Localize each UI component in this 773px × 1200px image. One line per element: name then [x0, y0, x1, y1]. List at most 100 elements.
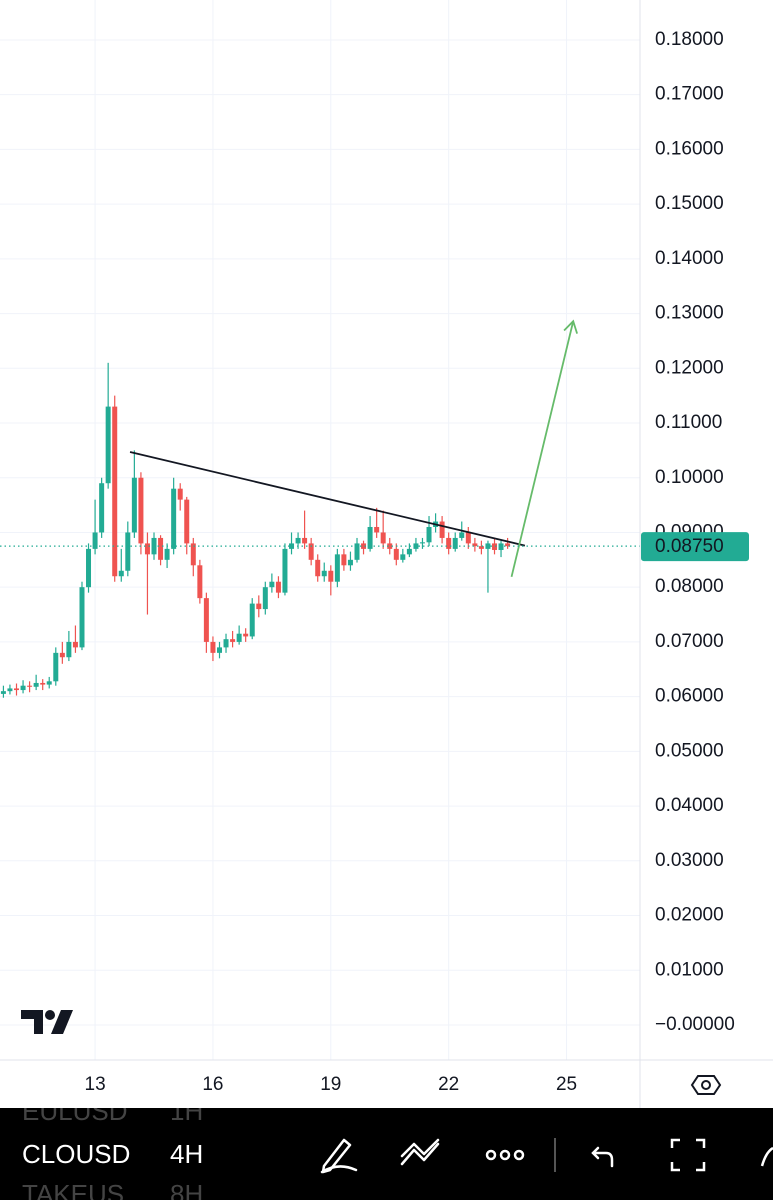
candle-body [302, 537, 308, 544]
draw-button[interactable] [320, 1138, 358, 1174]
candle-body [321, 570, 327, 577]
y-tick-label: 0.15000 [655, 193, 724, 214]
tradingview-logo [21, 1010, 73, 1034]
candle-body [112, 406, 118, 577]
undo-button[interactable] [591, 1146, 614, 1168]
candle-body [413, 543, 419, 549]
candle-body [492, 543, 498, 550]
x-tick-label: 22 [438, 1074, 459, 1095]
y-tick-label: 0.18000 [655, 29, 724, 50]
candle-body [439, 521, 445, 538]
y-tick-label: 0.04000 [655, 795, 724, 816]
candle-body [236, 633, 242, 642]
candle-body [289, 543, 295, 549]
candle-body [498, 543, 504, 550]
candle-body [190, 543, 196, 566]
y-tick-label: 0.03000 [655, 850, 724, 871]
y-tick-label: −0.00000 [655, 1014, 735, 1035]
candle-body [308, 543, 314, 560]
candle-body [275, 581, 281, 593]
symbol-option[interactable]: TAKEUS [22, 1179, 124, 1200]
y-tick-label: 0.08000 [655, 576, 724, 597]
y-tick-label: 0.12000 [655, 357, 724, 378]
candle-body [419, 542, 425, 544]
candle-body [269, 581, 275, 588]
candle-body [177, 488, 183, 500]
candle-body [14, 688, 20, 691]
last-price-tag [641, 532, 749, 562]
candle-body [27, 685, 33, 687]
y-tick-label: 0.06000 [655, 686, 724, 707]
symbol[interactable]: CLOUSD [22, 1139, 130, 1169]
candle-body [505, 543, 511, 547]
y-tick-label: 0.14000 [655, 248, 724, 269]
candle-body [171, 488, 177, 549]
candle-body [33, 682, 39, 687]
candle-body [131, 477, 137, 533]
y-tick-label: 0.07000 [655, 631, 724, 652]
x-tick-label: 19 [320, 1074, 341, 1095]
candle-body [256, 603, 262, 610]
candle-body [367, 526, 373, 549]
y-tick-label: 0.11000 [655, 412, 722, 433]
candle-body [393, 548, 399, 560]
candle-body [40, 682, 46, 685]
candle-body [249, 603, 255, 637]
candle-body [295, 537, 301, 544]
candle-body [446, 537, 452, 549]
candle-body [164, 548, 170, 560]
candle-body [341, 554, 347, 566]
candle-body [478, 546, 484, 549]
candle-body [452, 537, 458, 549]
axes: 0.18000 0.17000 0.16000 0.15000 0.14000 0.130… [85, 29, 749, 1095]
toolbar-more[interactable] [760, 1146, 773, 1167]
line-tools-button[interactable] [400, 1138, 440, 1166]
x-tick-label: 25 [556, 1074, 577, 1095]
candle-body [459, 532, 465, 538]
trend-line [129, 451, 526, 547]
y-tick-label: 0.05000 [655, 740, 724, 761]
candle-body [282, 548, 288, 593]
candle-body [485, 543, 491, 549]
candle-body [0, 691, 6, 694]
candle-body [347, 559, 353, 566]
candle-body [7, 688, 13, 692]
candle-body [223, 639, 229, 648]
candle-body [144, 543, 150, 555]
candle-body [217, 647, 223, 653]
x-tick-label: 16 [202, 1074, 223, 1095]
candle-body [53, 652, 59, 682]
candle-body [46, 681, 52, 685]
candle-body [361, 543, 367, 549]
settings-button[interactable] [690, 1075, 722, 1095]
candle-body [158, 537, 164, 560]
candle-body [374, 526, 380, 533]
candle-body [184, 499, 190, 544]
arrow-head [563, 319, 578, 334]
candle-body [334, 554, 340, 582]
candle-body [315, 559, 321, 577]
candle-body [210, 641, 216, 653]
candle-body [72, 641, 78, 648]
candle-body [138, 477, 144, 544]
candle-body [243, 633, 249, 637]
y-tick-label: 0.13000 [655, 303, 724, 324]
candle-body [20, 685, 26, 691]
x-tick-label: 13 [85, 1074, 106, 1095]
plot [0, 319, 640, 698]
y-tick-label: 0.10000 [655, 467, 724, 488]
candle-body [105, 406, 111, 484]
interval-option[interactable]: 1H [170, 1096, 203, 1126]
fullscreen-button[interactable] [670, 1138, 706, 1172]
y-tick-label: 0.01000 [655, 959, 724, 980]
candle-body [59, 652, 65, 658]
interval-option[interactable]: 8H [170, 1179, 203, 1200]
y-tick-label: 0.16000 [655, 138, 724, 159]
more-button[interactable] [485, 1149, 525, 1161]
candle-body [230, 639, 236, 642]
interval[interactable]: 4H [170, 1139, 203, 1169]
candle-body [86, 548, 92, 588]
symbol-option[interactable]: EULUSD [22, 1096, 127, 1126]
candle-body [465, 532, 471, 544]
candle-body [125, 532, 131, 571]
